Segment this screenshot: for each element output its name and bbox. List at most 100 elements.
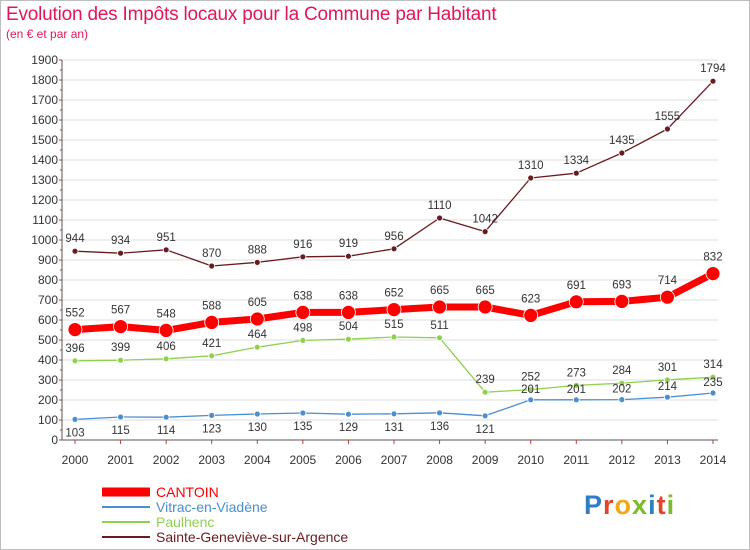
axes: 0 100 200 300 400 500 600 700 800 900 1000 1100 1200…	[31, 53, 726, 467]
data-point	[572, 169, 580, 177]
legend-label: Paulhenc	[156, 514, 214, 530]
data-point	[568, 294, 584, 310]
y-tick-label: 1100	[32, 213, 58, 227]
data-point	[436, 334, 443, 342]
data-label: 1110	[428, 200, 452, 212]
data-point	[158, 322, 174, 338]
x-tick-label: 2002	[153, 453, 180, 467]
data-label: 115	[111, 425, 129, 437]
chart-subtitle: (en € et par an)	[6, 27, 89, 41]
data-label: 623	[521, 293, 540, 305]
data-point	[204, 314, 220, 330]
data-label: 511	[430, 320, 448, 332]
proxiti-logo: Proxiti	[584, 490, 675, 521]
y-tick-label: 700	[38, 293, 58, 307]
data-point	[705, 266, 721, 282]
data-label: 464	[248, 329, 268, 341]
data-point	[345, 410, 352, 418]
data-label: 421	[202, 338, 221, 350]
data-point	[436, 214, 443, 222]
logo-letter: o	[614, 490, 633, 520]
data-label: 552	[65, 308, 84, 320]
y-tick-label: 0	[51, 433, 58, 447]
data-label: 135	[293, 421, 312, 433]
data-point	[113, 319, 128, 335]
logo-letter: x	[632, 490, 649, 520]
legend-label: Sainte-Geneviève-sur-Argence	[156, 529, 348, 545]
data-point	[527, 396, 535, 404]
data-label: 638	[339, 290, 358, 302]
data-point	[432, 299, 447, 315]
data-label: 202	[612, 384, 631, 396]
data-label: 239	[476, 374, 495, 386]
data-label: 214	[658, 381, 678, 393]
chart-title: Evolution des Impôts locaux pour la Comm…	[6, 4, 497, 25]
x-tick-label: 2011	[563, 453, 589, 467]
data-point	[253, 410, 261, 418]
y-tick-label: 400	[38, 353, 58, 367]
y-tick-label: 1600	[31, 113, 58, 127]
data-label: 504	[339, 321, 359, 333]
data-point	[481, 412, 489, 420]
data-label: 114	[157, 425, 176, 437]
data-label: 498	[293, 322, 312, 334]
data-label: 951	[157, 232, 176, 244]
data-point	[709, 389, 717, 397]
data-point	[664, 376, 671, 384]
data-point	[117, 413, 124, 421]
data-label: 714	[658, 275, 678, 287]
legend-label: CANTOIN	[156, 484, 219, 500]
y-tick-label: 800	[38, 273, 58, 287]
data-label: 131	[384, 422, 403, 434]
data-point	[345, 335, 352, 343]
logo-letter: i	[666, 490, 676, 520]
data-point	[664, 393, 671, 401]
y-tick-label: 1400	[31, 153, 58, 167]
data-point	[436, 409, 443, 417]
data-point	[523, 307, 539, 323]
data-point	[253, 258, 261, 266]
data-point	[71, 415, 79, 423]
data-point	[390, 410, 398, 418]
data-label: 121	[476, 424, 495, 436]
data-label: 665	[430, 285, 449, 297]
data-point	[295, 304, 311, 320]
data-label: 1435	[609, 135, 635, 147]
data-point	[208, 411, 216, 419]
data-point	[390, 333, 398, 341]
y-tick-label: 900	[38, 253, 58, 267]
y-tick-label: 600	[38, 313, 58, 327]
y-tick-label: 300	[38, 373, 58, 387]
data-label: 515	[384, 319, 403, 331]
data-point	[253, 343, 261, 351]
data-point	[660, 289, 675, 305]
data-point	[162, 246, 170, 254]
data-point	[618, 149, 626, 157]
data-label: 284	[612, 365, 632, 377]
data-point	[664, 125, 671, 133]
logo-letter: i	[648, 490, 657, 520]
data-label: 129	[339, 422, 358, 434]
data-point	[117, 356, 124, 364]
data-label: 919	[339, 238, 358, 250]
data-label: 201	[521, 384, 540, 396]
data-point	[477, 299, 493, 315]
data-point	[618, 379, 626, 387]
y-tick-label: 1800	[31, 73, 58, 87]
logo-letter: t	[656, 490, 667, 520]
x-tick-label: 2005	[290, 453, 317, 467]
data-label: 693	[612, 279, 631, 291]
data-point	[572, 396, 580, 404]
data-point	[527, 174, 535, 182]
data-label: 605	[248, 297, 267, 309]
data-label: 399	[111, 342, 130, 354]
data-label: 548	[157, 308, 176, 320]
data-label: 588	[202, 300, 221, 312]
data-label: 1555	[655, 111, 681, 123]
data-label: 1794	[700, 63, 726, 75]
data-label: 832	[703, 252, 722, 264]
data-point	[709, 373, 717, 381]
data-point	[299, 336, 307, 344]
series-lines	[67, 77, 721, 423]
x-tick-label: 2008	[426, 453, 453, 467]
